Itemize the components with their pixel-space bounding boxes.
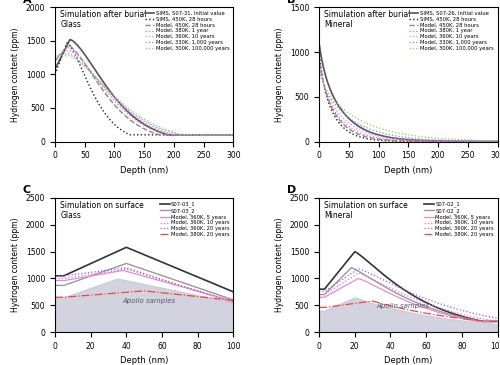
- Text: D: D: [287, 185, 296, 195]
- Y-axis label: Hydrogen content (ppm): Hydrogen content (ppm): [276, 27, 284, 122]
- Y-axis label: Hydrogen content (ppm): Hydrogen content (ppm): [276, 218, 284, 312]
- Y-axis label: Hydrogen content (ppm): Hydrogen content (ppm): [12, 218, 20, 312]
- X-axis label: Depth (nm): Depth (nm): [384, 166, 432, 175]
- X-axis label: Depth (nm): Depth (nm): [384, 357, 432, 365]
- Text: Simulation after burial
Mineral: Simulation after burial Mineral: [324, 10, 411, 30]
- Text: A: A: [23, 0, 32, 5]
- Legend: S07-02_1, S07-02_2, Model, 360K, 5 years, Model, 360K, 10 years, Model, 360K, 20: S07-02_1, S07-02_2, Model, 360K, 5 years…: [423, 200, 495, 238]
- Legend: SIMS, S07-26, Initial value, SIMS, 450K, 28 hours, Model, 450K, 28 hours, Model,: SIMS, S07-26, Initial value, SIMS, 450K,…: [408, 10, 495, 52]
- Text: Simulation on surface
Mineral: Simulation on surface Mineral: [324, 201, 408, 220]
- Legend: SIMS, S07-31, Initial value, SIMS, 450K, 28 hours, Model, 450K, 28 hours, Model,: SIMS, S07-31, Initial value, SIMS, 450K,…: [144, 10, 231, 52]
- Text: C: C: [23, 185, 31, 195]
- Text: B: B: [287, 0, 296, 5]
- Text: Apollo samples: Apollo samples: [376, 303, 430, 309]
- X-axis label: Depth (nm): Depth (nm): [120, 357, 168, 365]
- Text: Simulation on surface
Glass: Simulation on surface Glass: [60, 201, 144, 220]
- Text: Apollo samples: Apollo samples: [123, 297, 176, 304]
- Text: Simulation after burial
Glass: Simulation after burial Glass: [60, 10, 147, 30]
- X-axis label: Depth (nm): Depth (nm): [120, 166, 168, 175]
- Legend: S07-03_1, S07-03_2, Model, 360K, 5 years, Model, 360K, 10 years, Model, 360K, 20: S07-03_1, S07-03_2, Model, 360K, 5 years…: [159, 200, 231, 238]
- Y-axis label: Hydrogen content (ppm): Hydrogen content (ppm): [12, 27, 20, 122]
